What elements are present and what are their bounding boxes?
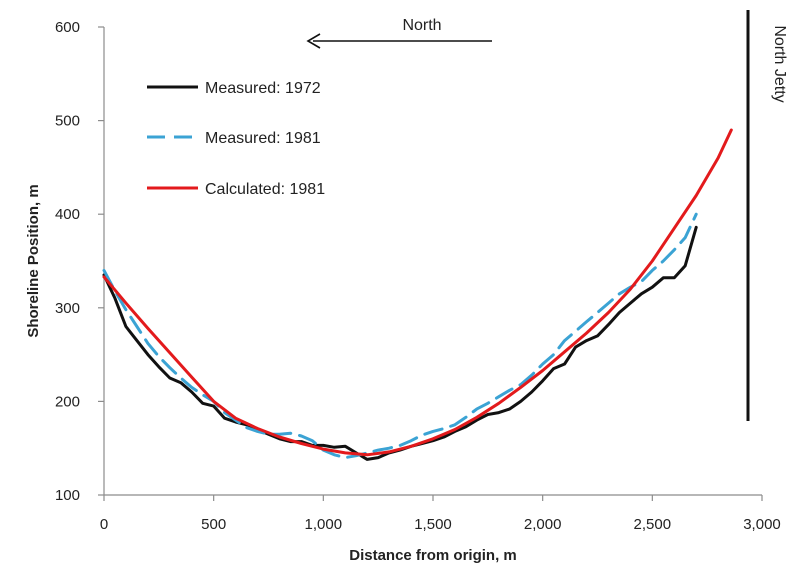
y-tick-label: 600 [55, 19, 80, 36]
legend-label-measured-1972: Measured: 1972 [205, 80, 321, 97]
north-label: North [402, 17, 441, 34]
north-jetty-label: North Jetty [771, 25, 788, 102]
y-tick-label: 400 [55, 206, 80, 223]
y-axis-title: Shoreline Position, m [25, 184, 42, 337]
x-tick-label: 3,000 [743, 516, 781, 533]
legend-label-calculated-1981: Calculated: 1981 [205, 181, 325, 198]
x-tick-label: 1,500 [414, 516, 452, 533]
x-ticks: 0 500 1,000 1,500 2,000 2,500 3,000 [100, 495, 781, 533]
y-tick-label: 500 [55, 113, 80, 130]
north-jetty-annotation: North Jetty [746, 10, 788, 421]
legend: Measured: 1972 Measured: 1981 Calculated… [147, 80, 325, 198]
x-tick-label: 2,000 [524, 516, 562, 533]
y-tick-label: 100 [55, 487, 80, 504]
series-measured-1981-line [102, 212, 698, 460]
series-group [102, 128, 733, 461]
x-tick-label: 2,500 [634, 516, 672, 533]
series-calculated-1981-line [102, 128, 733, 457]
y-tick-label: 300 [55, 300, 80, 317]
y-ticks: 100 200 300 400 500 600 [55, 19, 104, 504]
y-tick-label: 200 [55, 393, 80, 410]
x-axis-title: Distance from origin, m [349, 547, 517, 564]
legend-label-measured-1981: Measured: 1981 [205, 130, 321, 147]
x-tick-label: 0 [100, 516, 108, 533]
x-tick-label: 500 [201, 516, 226, 533]
north-arrow-head-icon [306, 33, 321, 49]
north-annotation: North [306, 17, 492, 49]
x-tick-label: 1,000 [305, 516, 343, 533]
